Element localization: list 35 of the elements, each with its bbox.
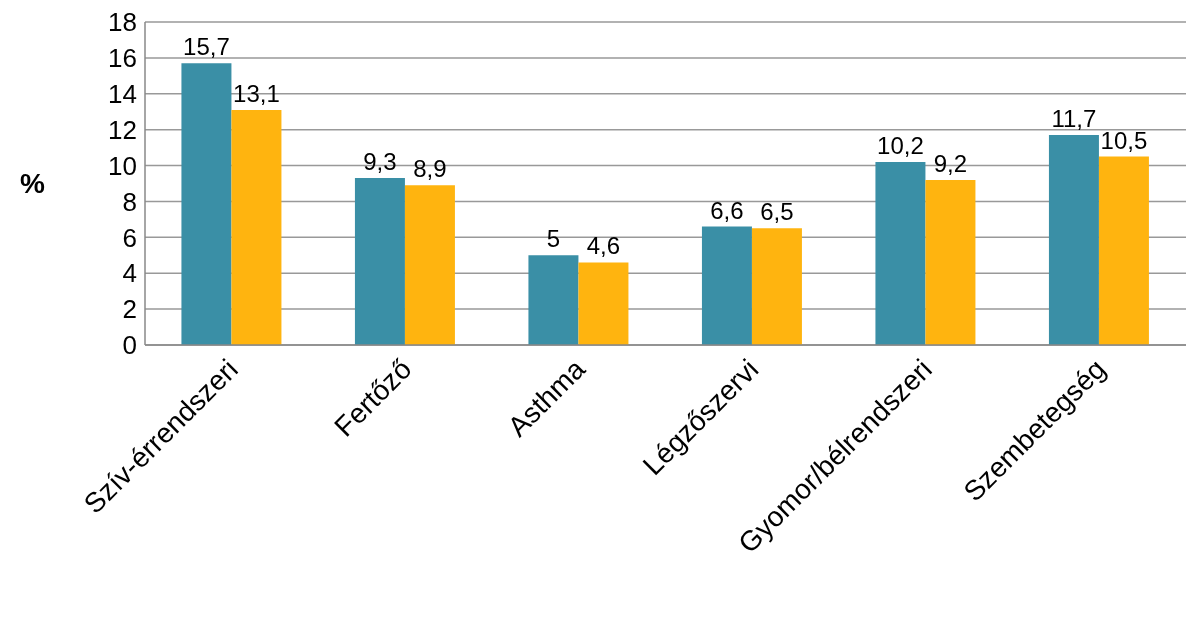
data-label: 11,7 bbox=[1051, 105, 1097, 133]
bar bbox=[875, 161, 926, 345]
bar bbox=[354, 178, 405, 345]
data-label: 6,5 bbox=[760, 198, 794, 226]
y-tick-label: 14 bbox=[108, 79, 137, 110]
data-label: 6,6 bbox=[710, 196, 744, 224]
y-tick-label: 0 bbox=[122, 330, 137, 361]
y-tick-label: 4 bbox=[122, 258, 137, 289]
y-tick-label: 12 bbox=[108, 114, 137, 145]
data-label: 9,3 bbox=[363, 148, 397, 176]
y-tick-label: 10 bbox=[108, 150, 137, 181]
bar bbox=[231, 109, 282, 345]
data-label: 15,7 bbox=[183, 33, 230, 61]
bar bbox=[404, 185, 455, 345]
data-label: 10,2 bbox=[877, 131, 924, 159]
y-tick-label: 16 bbox=[108, 43, 137, 74]
data-label: 9,2 bbox=[933, 149, 968, 177]
bar bbox=[578, 262, 629, 345]
bar bbox=[528, 255, 579, 345]
bar bbox=[925, 179, 976, 345]
data-label: 4,6 bbox=[586, 232, 621, 260]
data-label: 10,5 bbox=[1100, 126, 1148, 154]
y-tick-label: 18 bbox=[108, 7, 137, 38]
data-label: 5 bbox=[546, 225, 561, 253]
bar bbox=[181, 63, 232, 345]
y-axis-title: % bbox=[20, 168, 45, 200]
data-label: 13,1 bbox=[233, 79, 280, 107]
bar bbox=[751, 228, 802, 345]
y-tick-label: 2 bbox=[122, 294, 137, 325]
data-label: 8,9 bbox=[413, 155, 447, 183]
bar bbox=[1048, 135, 1099, 345]
bar bbox=[1098, 156, 1149, 345]
bar bbox=[701, 226, 752, 345]
y-tick-label: 6 bbox=[122, 222, 137, 253]
y-tick-label: 8 bbox=[122, 186, 137, 217]
